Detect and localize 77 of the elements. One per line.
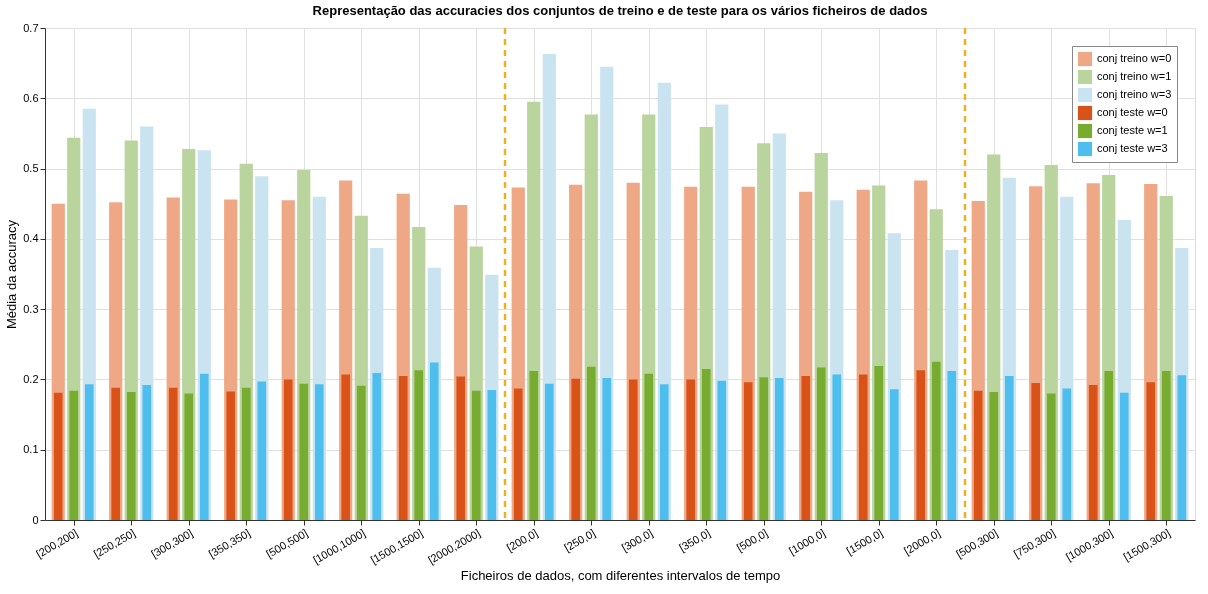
- y-tick-label: 0.2: [23, 372, 39, 385]
- bar: [1062, 388, 1072, 520]
- y-tick-label: 0.3: [23, 302, 39, 315]
- legend-label: conj treino w=0: [1097, 52, 1172, 64]
- bar: [973, 390, 983, 520]
- bar: [1046, 393, 1056, 520]
- bar: [471, 390, 481, 520]
- bar: [257, 381, 267, 520]
- bar: [111, 387, 121, 520]
- bar: [299, 383, 309, 520]
- bar: [1161, 370, 1171, 520]
- legend-label: conj teste w=0: [1097, 106, 1168, 118]
- bar: [241, 387, 251, 520]
- bar: [874, 366, 884, 520]
- bar: [1004, 375, 1014, 520]
- bar: [529, 370, 539, 520]
- y-tick-label: 0.5: [23, 162, 39, 175]
- bar: [544, 383, 554, 520]
- bar: [586, 366, 596, 520]
- bar: [513, 388, 523, 520]
- bar: [1088, 385, 1098, 520]
- y-tick-label: 0: [32, 513, 39, 526]
- y-tick-label: 0.7: [23, 21, 39, 34]
- bar: [69, 390, 79, 520]
- bar: [414, 370, 424, 520]
- bar: [126, 392, 136, 520]
- x-axis-title: Ficheiros de dados, com diferentes intervalos de tempo: [460, 568, 781, 584]
- bar: [429, 362, 439, 520]
- y-axis-title: Média da accuracy: [4, 219, 20, 330]
- bar: [628, 379, 638, 520]
- bar: [816, 367, 826, 520]
- bar: [989, 392, 999, 520]
- bar: [774, 378, 784, 520]
- bar: [283, 379, 293, 520]
- bar: [947, 370, 957, 520]
- y-tick-label: 0.6: [23, 91, 39, 104]
- bar: [356, 385, 366, 520]
- bar: [659, 384, 669, 520]
- bar: [1146, 382, 1156, 520]
- bar: [314, 384, 324, 520]
- bar: [487, 389, 497, 520]
- y-tick-label: 0.1: [23, 443, 39, 456]
- bar: [717, 380, 727, 520]
- bar: [916, 370, 926, 520]
- bar: [701, 368, 711, 520]
- bar: [602, 378, 612, 520]
- bar: [168, 387, 178, 520]
- bar: [889, 389, 899, 520]
- legend-label: conj teste w=3: [1097, 142, 1168, 154]
- bar: [142, 385, 152, 520]
- bar: [184, 393, 194, 520]
- bar: [931, 361, 941, 520]
- bar: [1177, 375, 1187, 520]
- bar: [743, 382, 753, 520]
- bar: [759, 377, 769, 520]
- bar: [832, 374, 842, 520]
- bar: [686, 379, 696, 520]
- y-tick-label: 0.4: [23, 232, 39, 245]
- bar: [644, 373, 654, 520]
- bar: [571, 378, 581, 520]
- bar: [1104, 370, 1114, 520]
- bar: [341, 374, 351, 520]
- bar: [1031, 382, 1041, 520]
- legend-label: conj treino w=3: [1097, 88, 1172, 100]
- bar: [226, 391, 236, 520]
- bar: [398, 375, 408, 520]
- legend-label: conj treino w=1: [1097, 70, 1172, 82]
- bar: [84, 384, 94, 520]
- bar: [801, 375, 811, 520]
- bar: [199, 373, 209, 520]
- legend-label: conj teste w=1: [1097, 124, 1168, 136]
- bar: [53, 392, 63, 520]
- bar: [456, 376, 466, 520]
- bar: [372, 373, 382, 520]
- bar: [1119, 392, 1129, 520]
- bar: [858, 374, 868, 520]
- chart-title: Representação das accuracies dos conjuntos de treino e de teste para os vários ficheiros de dados: [312, 3, 928, 18]
